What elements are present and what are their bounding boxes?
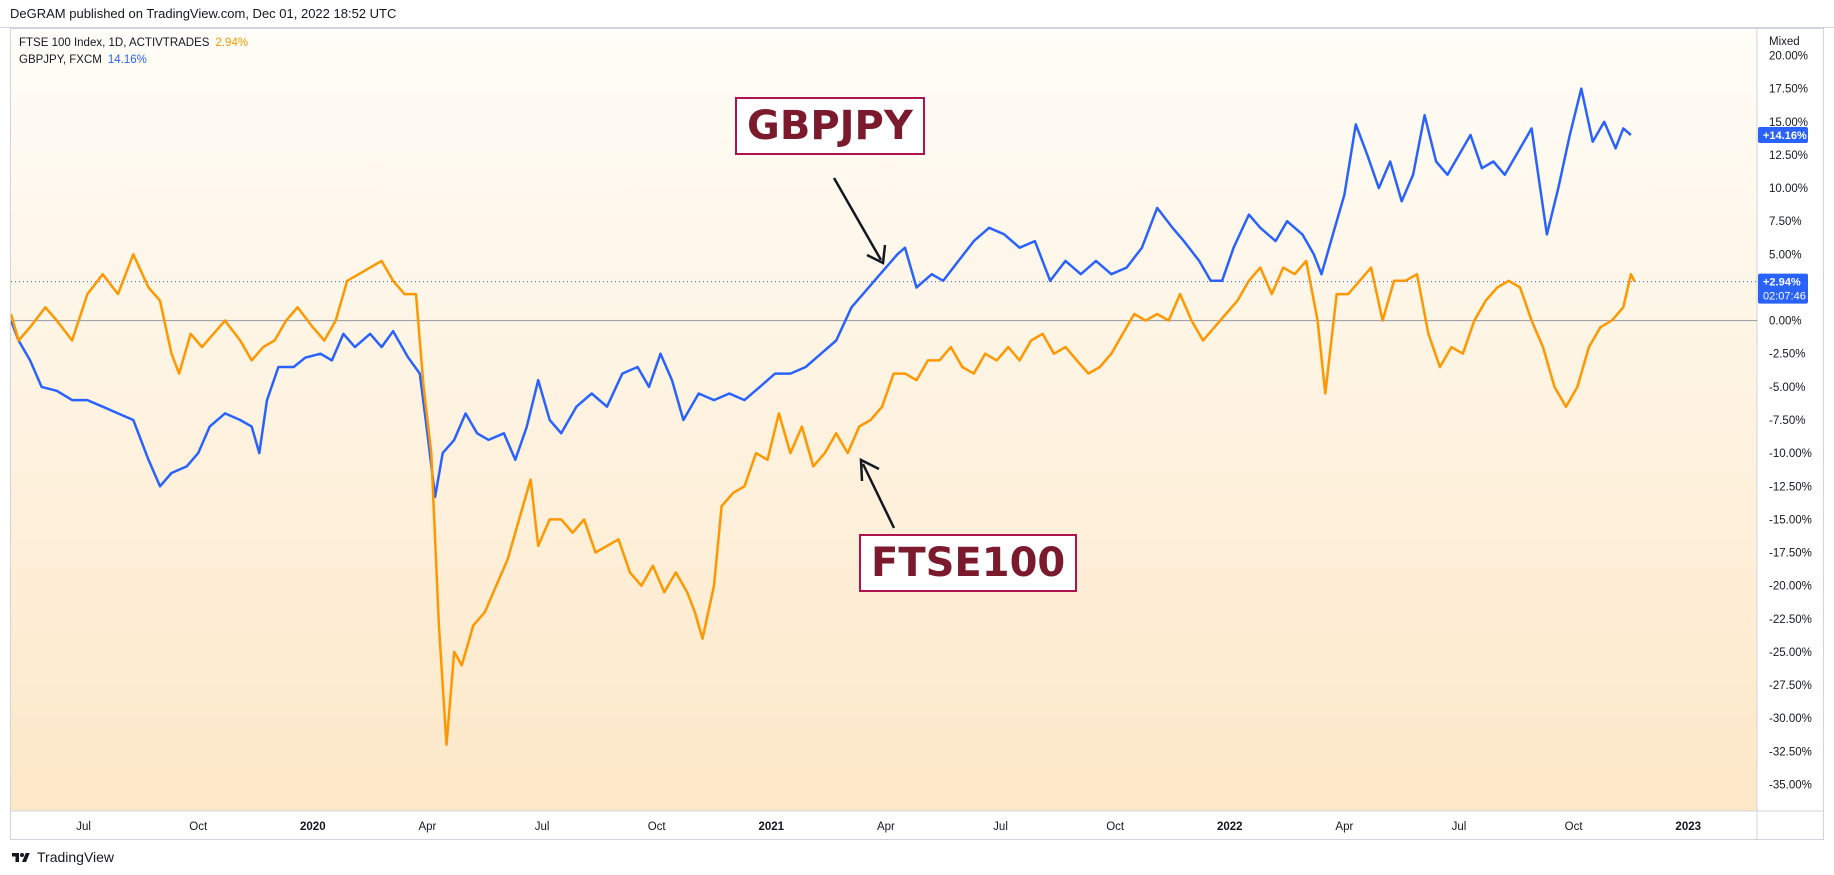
chart-pane[interactable]: 20.00% 17.50% 15.00% 12.50% 10.00% 7.50% 5.00%… <box>10 28 1824 840</box>
y-tick-label: -27.50% <box>1769 680 1812 692</box>
gbpjpy-arrow-icon <box>832 177 883 261</box>
y-tick-label: -5.00% <box>1769 382 1805 394</box>
y-tick-label: -12.50% <box>1769 481 1812 493</box>
x-tick-label: Oct <box>189 821 208 833</box>
legend-row-gbpjpy[interactable]: GBPJPY, FXCM 14.16% <box>19 52 248 69</box>
footer: TradingView <box>0 840 1834 875</box>
chart-legend: FTSE 100 Index, 1D, ACTIVTRADES 2.94% GBP… <box>19 35 248 69</box>
gbpjpy-tag-value: +14.16% <box>1763 130 1807 142</box>
y-tick-label: 15.00% <box>1769 117 1808 129</box>
y-tick-label: 12.50% <box>1769 150 1808 162</box>
annotation-arrows <box>832 177 896 529</box>
legend-row-ftse[interactable]: FTSE 100 Index, 1D, ACTIVTRADES 2.94% <box>19 35 248 52</box>
ftse-tag-value: +2.94% <box>1763 277 1801 289</box>
y-tick-label: -25.00% <box>1769 647 1812 659</box>
y-tick-label: -10.00% <box>1769 448 1812 460</box>
legend-gbpjpy-label: GBPJPY, FXCM <box>19 54 102 66</box>
x-tick-label: Apr <box>877 821 895 833</box>
footer-brand[interactable]: TradingView <box>37 849 115 865</box>
y-tick-label: 7.50% <box>1769 216 1802 228</box>
y-tick-label: -35.00% <box>1769 779 1812 791</box>
ftse-callout-text: FTSE100 <box>871 540 1066 586</box>
ftse-callout: FTSE100 <box>859 534 1078 592</box>
gbpjpy-tag-background <box>1758 127 1808 144</box>
y-tick-label: -20.00% <box>1769 581 1812 593</box>
x-tick-label: 2020 <box>300 821 326 833</box>
y-tick-label: -2.50% <box>1769 349 1805 361</box>
y-tick-label: -32.50% <box>1769 746 1812 758</box>
y-tick-label: -30.00% <box>1769 713 1812 725</box>
plot-background <box>11 29 1757 811</box>
publish-info: DeGRAM published on TradingView.com, Dec… <box>10 6 397 21</box>
y-tick-label: -7.50% <box>1769 415 1805 427</box>
x-tick-label: Apr <box>418 821 436 833</box>
y-tick-label: -22.50% <box>1769 614 1812 626</box>
legend-gbpjpy-value: 14.16% <box>107 54 147 66</box>
x-tick-label: 2021 <box>758 821 784 833</box>
chart-canvas[interactable]: 20.00% 17.50% 15.00% 12.50% 10.00% 7.50% 5.00%… <box>11 29 1824 840</box>
publish-header: DeGRAM published on TradingView.com, Dec… <box>0 0 1834 28</box>
gbpjpy-callout: GBPJPY <box>735 97 925 155</box>
ftse-tag-countdown: 02:07:46 <box>1763 291 1806 303</box>
ftse-arrowhead-icon <box>859 457 880 482</box>
y-axis-ticks: 20.00% 17.50% 15.00% 12.50% 10.00% 7.50% 5.00%… <box>1769 51 1812 792</box>
y-tick-label: 17.50% <box>1769 84 1808 96</box>
gbpjpy-arrowhead-icon <box>866 244 887 265</box>
ftse-tag-background <box>1758 273 1808 304</box>
ftse-price-tag: +2.94% 02:07:46 <box>1758 273 1808 304</box>
x-tick-label: Jul <box>535 821 550 833</box>
x-tick-label: 2023 <box>1675 821 1701 833</box>
x-tick-label: Oct <box>648 821 667 833</box>
tradingview-logo-icon[interactable] <box>10 851 32 865</box>
x-tick-label: Apr <box>1335 821 1353 833</box>
x-tick-label: Jul <box>993 821 1008 833</box>
ftse-arrow-icon <box>861 463 896 529</box>
y-tick-label: 10.00% <box>1769 183 1808 195</box>
x-tick-label: 2022 <box>1217 821 1243 833</box>
series-line-ftse-100[interactable] <box>11 253 1636 746</box>
series-line-gbpjpy[interactable] <box>11 87 1632 499</box>
y-tick-label: 0.00% <box>1769 316 1802 328</box>
x-tick-label: Jul <box>76 821 91 833</box>
y-tick-label: -17.50% <box>1769 548 1812 560</box>
y-tick-label: 5.00% <box>1769 249 1802 261</box>
legend-ftse-label: FTSE 100 Index, 1D, ACTIVTRADES <box>19 37 210 49</box>
gbpjpy-callout-text: GBPJPY <box>747 103 913 149</box>
y-tick-label: 20.00% <box>1769 51 1808 63</box>
x-tick-label: Jul <box>1452 821 1467 833</box>
x-axis-ticks: Jul Oct 2020 Apr Jul Oct 2021 Apr Jul Oct 2022 Apr J… <box>76 821 1701 833</box>
legend-ftse-value: 2.94% <box>215 37 249 49</box>
series-layer <box>11 87 1636 746</box>
x-tick-label: Oct <box>1106 821 1125 833</box>
gbpjpy-price-tag: +14.16% <box>1758 127 1808 144</box>
y-tick-label: -15.00% <box>1769 514 1812 526</box>
scale-mode-label[interactable]: Mixed <box>1769 36 1800 48</box>
x-tick-label: Oct <box>1565 821 1584 833</box>
